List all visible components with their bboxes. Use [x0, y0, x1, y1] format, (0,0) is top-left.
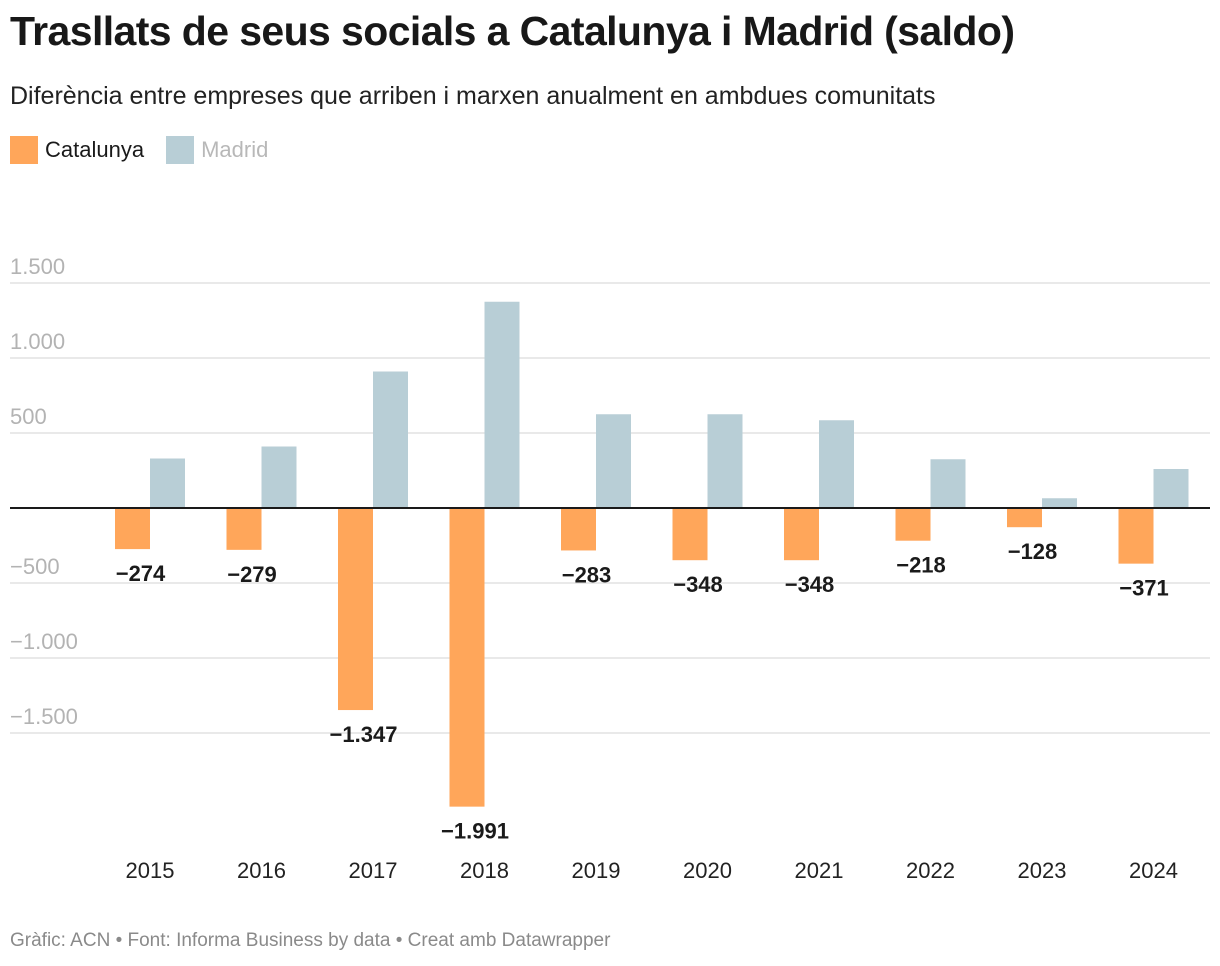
data-label-catalunya: −279	[227, 562, 277, 587]
x-tick-label: 2022	[906, 858, 955, 883]
y-tick-label: 1.000	[10, 329, 65, 354]
bar-madrid	[484, 301, 520, 508]
bar-madrid	[150, 458, 185, 508]
x-tick-label: 2018	[460, 858, 509, 883]
y-tick-label: 1.500	[10, 254, 65, 279]
bar-madrid	[596, 414, 631, 508]
bar-madrid	[261, 446, 297, 508]
data-label-catalunya: −348	[785, 572, 835, 597]
bar-madrid	[819, 420, 854, 508]
data-label-catalunya: −274	[116, 561, 166, 586]
x-tick-label: 2023	[1018, 858, 1067, 883]
y-tick-label: −1.000	[10, 629, 78, 654]
y-tick-label: −500	[10, 554, 60, 579]
data-label-catalunya: −218	[896, 553, 946, 578]
x-tick-label: 2024	[1129, 858, 1178, 883]
y-tick-label: 500	[10, 404, 47, 429]
bar-catalunya	[895, 508, 931, 541]
bar-catalunya	[115, 508, 150, 550]
data-label-catalunya: −283	[562, 562, 612, 587]
bar-madrid	[930, 459, 966, 508]
bar-catalunya	[561, 508, 596, 551]
data-label-catalunya: −1.991	[441, 819, 509, 844]
y-tick-label: −1.500	[10, 704, 78, 729]
bar-catalunya	[1007, 508, 1042, 528]
x-tick-label: 2020	[683, 858, 732, 883]
legend: Catalunya Madrid	[10, 136, 290, 164]
legend-item-madrid[interactable]: Madrid	[166, 136, 268, 164]
bar-madrid	[1153, 469, 1189, 508]
legend-item-catalunya[interactable]: Catalunya	[10, 136, 144, 164]
bar-madrid	[707, 414, 743, 508]
x-tick-label: 2017	[349, 858, 398, 883]
bar-catalunya	[449, 508, 485, 807]
bar-catalunya	[1118, 508, 1154, 564]
chart-footer: Gràfic: ACN • Font: Informa Business by …	[10, 930, 611, 951]
x-tick-label: 2019	[572, 858, 621, 883]
legend-label-madrid: Madrid	[201, 137, 269, 162]
chart-subtitle: Diferència entre empreses que arriben i …	[10, 82, 936, 110]
data-label-catalunya: −371	[1119, 576, 1169, 601]
bar-madrid	[1042, 498, 1077, 508]
x-tick-label: 2015	[126, 858, 175, 883]
x-tick-label: 2016	[237, 858, 286, 883]
legend-swatch-madrid	[166, 136, 195, 164]
legend-swatch-catalunya	[10, 136, 38, 164]
bar-catalunya	[338, 508, 373, 711]
data-label-catalunya: −128	[1008, 539, 1058, 564]
bar-madrid	[373, 371, 408, 508]
bar-catalunya	[226, 508, 262, 550]
bar-catalunya	[784, 508, 819, 561]
x-tick-label: 2021	[795, 858, 844, 883]
legend-label-catalunya: Catalunya	[45, 137, 145, 162]
bar-catalunya	[672, 508, 708, 561]
chart-title: Trasllats de seus socials a Catalunya i …	[10, 8, 1015, 54]
data-label-catalunya: −1.347	[330, 722, 398, 747]
data-label-catalunya: −348	[673, 572, 723, 597]
